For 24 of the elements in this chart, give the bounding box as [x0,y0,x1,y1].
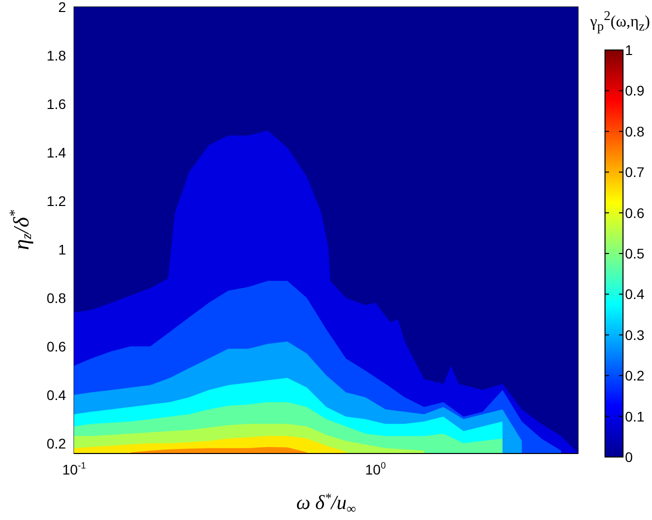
y-tick-label: 0.6 [46,338,66,354]
color-bar-title: γ$_{p}$$^{2}$(ω,η$_{z}$) [590,7,650,36]
color-bar-label: 0.1 [625,408,645,424]
y-tick-label: 1.4 [46,144,66,160]
y-tick-label: 0.4 [46,386,66,403]
y-axis-title: ηz/δ* [7,209,36,250]
y-tick-label: 1.8 [46,47,66,64]
color-bar-label: 0.6 [625,204,645,221]
y-tick-label: 0.2 [46,435,66,452]
y-tick-label: 1.6 [46,96,66,112]
y-tick-label: 2 [58,0,66,15]
y-tick-label: 1.2 [46,192,66,209]
color-bar-label: 0.9 [625,82,645,99]
y-tick-label: 1 [58,241,66,258]
color-bar-label: 0 [625,449,633,465]
color-bar-label: 1 [625,42,633,58]
x-axis-title: ω δ*/u∞ [296,490,356,516]
color-bar-label: 0.4 [625,286,645,302]
color-bar-label: 0.7 [625,164,645,180]
color-bar-label: 0.8 [625,123,645,140]
color-bar-label: 0.5 [625,246,645,262]
y-tick-label: 0.8 [46,290,66,306]
color-bar-label: 0.3 [625,326,645,343]
color-bar-label: 0.2 [625,368,645,384]
